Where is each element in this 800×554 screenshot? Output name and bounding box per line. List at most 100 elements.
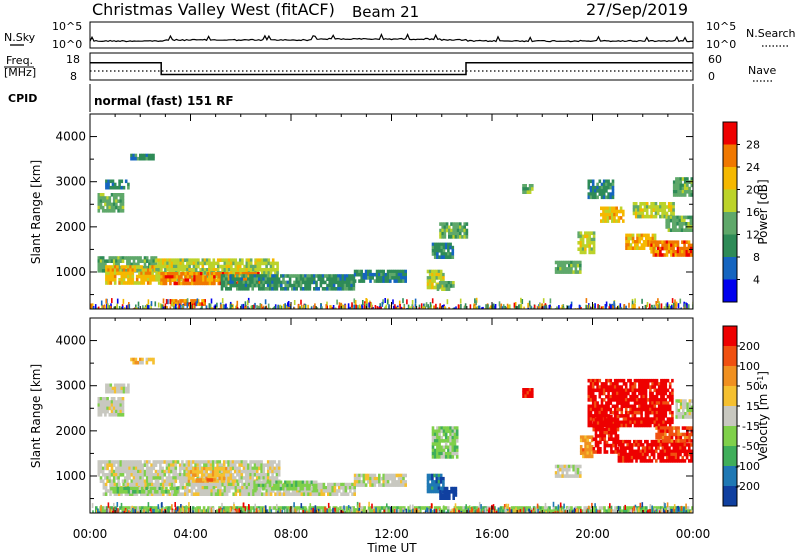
- heatmap-cell: [115, 482, 119, 487]
- heatmap-cell: [205, 258, 209, 262]
- ground-scatter-mark: [245, 304, 247, 309]
- heatmap-cell: [223, 482, 227, 487]
- heatmap-cell: [306, 283, 309, 288]
- heatmap-cell: [234, 492, 238, 496]
- heatmap-cell: [208, 278, 212, 282]
- heatmap-cell: [668, 423, 672, 428]
- heatmap-cell: [358, 476, 361, 481]
- heatmap-cell: [582, 435, 585, 439]
- heatmap-cell: [676, 228, 679, 232]
- heatmap-cell: [260, 460, 263, 464]
- heatmap-cell: [157, 482, 161, 487]
- heatmap-cell: [199, 492, 202, 496]
- heatmap-cell: [247, 258, 251, 262]
- heatmap-cell: [622, 388, 626, 393]
- heatmap-cell: [402, 269, 405, 274]
- heatmap-cell: [587, 398, 591, 402]
- ground-scatter-mark: [473, 305, 476, 309]
- heatmap-cell: [449, 455, 452, 459]
- heatmap-cell: [97, 193, 101, 197]
- heatmap-cell: [232, 268, 235, 272]
- heatmap-cell: [594, 401, 597, 405]
- heatmap-cell: [400, 272, 403, 277]
- heatmap-cell: [290, 483, 294, 488]
- heatmap-cell: [612, 418, 615, 422]
- heatmap-cell: [349, 482, 352, 487]
- heatmap-cell: [634, 246, 637, 250]
- heatmap-cell: [247, 283, 250, 288]
- heatmap-cell: [108, 476, 112, 480]
- heatmap-cell: [278, 489, 282, 493]
- heatmap-cell: [609, 388, 613, 393]
- heatmap-cell: [674, 225, 677, 229]
- heatmap-cell: [145, 473, 149, 477]
- heatmap-cell: [631, 233, 635, 238]
- heatmap-cell: [393, 476, 396, 481]
- heatmap-cell: [121, 473, 125, 477]
- heatmap-cells: [90, 153, 693, 309]
- heatmap-cell: [245, 268, 249, 272]
- heatmap-cell: [657, 423, 661, 428]
- heatmap-cell: [581, 241, 585, 245]
- heatmap-cell: [675, 186, 678, 191]
- heatmap-cell: [689, 243, 693, 248]
- heatmap-cell: [651, 401, 654, 405]
- heatmap-cell: [119, 205, 123, 210]
- heatmap-cell: [262, 479, 266, 483]
- heatmap-cell: [139, 473, 142, 477]
- heatmap-cell: [611, 385, 615, 389]
- heatmap-cell: [167, 490, 170, 494]
- heatmap-cell: [522, 388, 525, 392]
- heatmap-cell: [565, 260, 569, 265]
- heatmap-cell: [329, 486, 332, 490]
- heatmap-cell: [216, 476, 219, 480]
- heatmap-cell: [433, 489, 436, 494]
- heatmap-cell: [137, 460, 140, 464]
- heatmap-cell: [602, 189, 606, 193]
- ground-scatter-mark: [563, 307, 565, 309]
- heatmap-cell: [221, 272, 225, 276]
- heatmap-cell: [122, 271, 126, 276]
- ground-scatter-mark: [108, 305, 110, 309]
- heatmap-cell: [613, 206, 616, 211]
- heatmap-cell: [119, 202, 123, 207]
- heatmap-cell: [606, 212, 610, 217]
- heatmap-cell: [106, 199, 109, 203]
- heatmap-cell: [283, 489, 286, 493]
- heatmap-cell: [627, 391, 630, 396]
- heatmap-cell: [591, 179, 595, 184]
- heatmap-cell: [251, 283, 254, 288]
- heatmap-cell: [156, 460, 160, 464]
- heatmap-cell: [123, 469, 127, 474]
- heatmap-cell: [646, 382, 650, 386]
- heatmap-cell: [156, 479, 160, 483]
- heatmap-cell: [97, 262, 101, 267]
- heatmap-cell: [166, 268, 169, 272]
- heatmap-cell: [292, 483, 296, 488]
- heatmap-cell: [117, 397, 120, 401]
- heatmap-cell: [638, 410, 641, 415]
- heatmap-cell: [602, 385, 606, 389]
- heatmap-cell: [609, 195, 613, 200]
- colorbar-swatch: [723, 122, 737, 145]
- heatmap-cell: [190, 268, 194, 272]
- ground-scatter-mark: [585, 305, 588, 309]
- heatmap-cell: [208, 281, 212, 286]
- heatmap-cell: [397, 473, 401, 478]
- heatmap-cell: [652, 205, 656, 209]
- heatmap-cell: [655, 378, 659, 383]
- heatmap-cell: [678, 218, 682, 223]
- heatmap-cell: [378, 276, 381, 280]
- velocity-data-layer: [91, 357, 693, 513]
- heatmap-cell: [603, 434, 607, 438]
- ground-scatter-mark: [400, 306, 402, 309]
- heatmap-cell: [242, 476, 246, 480]
- ground-scatter-mark: [96, 307, 99, 309]
- heatmap-cell: [253, 473, 257, 477]
- heatmap-cell: [288, 277, 292, 281]
- heatmap-cell: [139, 466, 142, 471]
- heatmap-cell: [239, 492, 242, 496]
- heatmap-cell: [238, 258, 242, 262]
- heatmap-cell: [152, 153, 155, 158]
- heatmap-cell: [265, 268, 268, 272]
